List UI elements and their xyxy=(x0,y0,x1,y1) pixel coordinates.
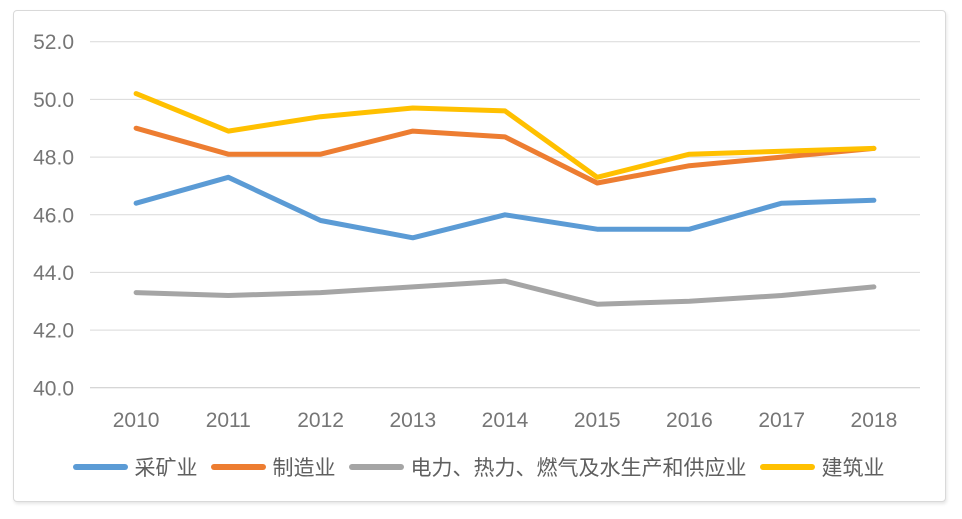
series-line-utilities xyxy=(133,278,877,307)
legend-item-manufacturing: 制造业 xyxy=(210,452,336,482)
x-tick-label: 2015 xyxy=(574,409,621,432)
legend-swatch-construction xyxy=(759,464,815,470)
y-tick-label: 42.0 xyxy=(33,320,74,343)
x-tick-label: 2016 xyxy=(666,409,713,432)
legend-item-mining: 采矿业 xyxy=(72,452,198,482)
x-tick-label: 2018 xyxy=(851,409,898,432)
legend-label-construction: 建筑业 xyxy=(821,457,885,480)
y-tick-label: 52.0 xyxy=(33,31,74,54)
legend-label-utilities: 电力、热力、燃气及水生产和供应业 xyxy=(410,457,747,480)
y-tick-label: 48.0 xyxy=(33,147,74,170)
x-tick-label: 2012 xyxy=(297,409,344,432)
series-line-mining xyxy=(133,174,877,241)
legend-label-mining: 采矿业 xyxy=(134,457,198,480)
legend-swatch-manufacturing xyxy=(210,464,266,470)
y-tick-label: 50.0 xyxy=(33,89,74,112)
y-tick-label: 40.0 xyxy=(33,377,74,400)
y-tick-label: 46.0 xyxy=(33,204,74,227)
legend-swatch-utilities xyxy=(348,464,404,470)
legend-item-construction: 建筑业 xyxy=(759,452,885,482)
legend: 采矿业 制造业 电力、热力、燃气及水生产和供应业 建筑业 xyxy=(13,452,944,482)
series-line-manufacturing xyxy=(133,125,877,186)
x-tick-label: 2017 xyxy=(758,409,805,432)
legend-swatch-mining xyxy=(72,464,128,470)
x-tick-label: 2011 xyxy=(206,409,251,432)
x-tick-label: 2014 xyxy=(482,409,529,432)
legend-item-utilities: 电力、热力、燃气及水生产和供应业 xyxy=(348,452,747,482)
x-tick-label: 2013 xyxy=(389,409,436,432)
series-line-construction xyxy=(133,91,877,180)
chart-card xyxy=(13,10,946,502)
x-tick-label: 2010 xyxy=(113,409,160,432)
legend-label-manufacturing: 制造业 xyxy=(272,457,336,480)
y-tick-label: 44.0 xyxy=(33,262,74,285)
